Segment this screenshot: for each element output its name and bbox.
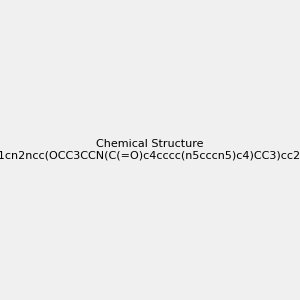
Text: Chemical Structure
Cc1cn2ncc(OCC3CCN(C(=O)c4cccc(n5cccn5)c4)CC3)cc2n1: Chemical Structure Cc1cn2ncc(OCC3CCN(C(=… — [0, 139, 300, 161]
